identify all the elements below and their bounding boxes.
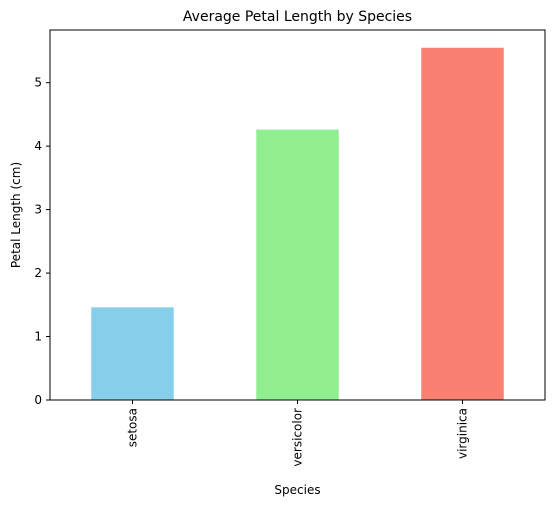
y-tick-label: 1 <box>34 330 42 344</box>
x-axis-label: Species <box>274 483 320 497</box>
y-tick-label: 2 <box>34 266 42 280</box>
bars-group <box>91 47 504 401</box>
bar-setosa <box>91 307 174 400</box>
x-tick-label-setosa: setosa <box>126 408 140 447</box>
y-axis-label: Petal Length (cm) <box>9 162 23 268</box>
y-tick-label: 0 <box>34 393 42 407</box>
chart-title: Average Petal Length by Species <box>183 9 412 25</box>
x-tick-label-virginica: virginica <box>456 408 470 459</box>
plot-frame <box>49 29 546 401</box>
y-tick-label: 4 <box>34 139 42 153</box>
x-tick-label-versicolor: versicolor <box>291 408 305 467</box>
bar-versicolor <box>256 129 339 400</box>
y-axis-ticks: 0 1 2 3 4 5 <box>34 76 50 407</box>
y-tick-label: 5 <box>34 76 42 90</box>
bar-virginica <box>421 47 504 401</box>
y-tick-label: 3 <box>34 203 42 217</box>
x-axis-ticks: setosa versicolor virginica <box>126 400 470 467</box>
